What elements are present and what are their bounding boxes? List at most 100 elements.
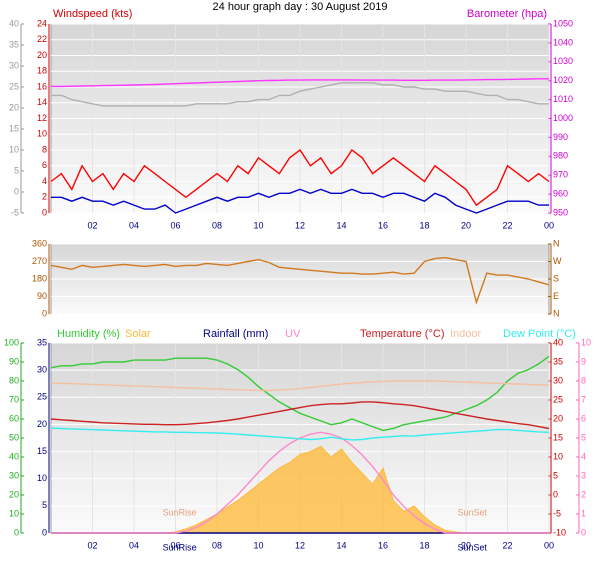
y2-tick-label: 0 [553, 489, 558, 499]
y-tick-label: 4 [42, 176, 47, 186]
y2-tick-label: -10 [553, 527, 566, 537]
y2-tick-label: 990 [553, 132, 568, 142]
y3-tick-label: 5 [14, 165, 19, 175]
y3-tick-label: 60 [9, 413, 19, 423]
y2-tick-label: 1010 [553, 94, 573, 104]
y3-tick-label: 50 [9, 432, 19, 442]
y-tick-label: 15 [37, 446, 47, 456]
y3-tick-label: 70 [9, 394, 19, 404]
y3-tick-label: 40 [9, 451, 19, 461]
y2-tick-label: 15 [553, 432, 563, 442]
y2-tick-label: 5 [553, 470, 558, 480]
y2-tick-label: 950 [553, 207, 568, 217]
legend-entry: Solar [125, 328, 151, 340]
y3-tick-label: 30 [9, 470, 19, 480]
title: 24 hour graph day : 30 August 2019 [213, 1, 388, 13]
y2-tick-label: W [553, 256, 562, 266]
y2-tick-label: 40 [553, 337, 563, 347]
y2-tick-label: N [553, 308, 560, 318]
y-label: Windspeed (kts) [53, 8, 132, 20]
x-tick-label: 06 [170, 220, 180, 230]
y-tick-label: 180 [32, 273, 47, 283]
y2-tick-label: 1000 [553, 113, 573, 123]
series-line [50, 401, 550, 430]
x-tick-label: 10 [253, 220, 263, 230]
x-tick-label: 06 [170, 540, 180, 550]
y3-tick-label: -5 [11, 207, 19, 217]
x-tick-label: 08 [212, 540, 222, 550]
annotation-axis: SunSet [457, 542, 487, 552]
y3-tick-label: 10 [9, 144, 19, 154]
x-tick-label: 22 [502, 540, 512, 550]
y2-tick-label: 1030 [553, 56, 573, 66]
annotation: SunRise [163, 507, 197, 517]
y-tick-label: 16 [37, 81, 47, 91]
y2-tick-label: 1020 [553, 75, 573, 85]
y2-tick-label: 10 [553, 451, 563, 461]
series-line [51, 82, 549, 107]
y2-label: Barometer (hpa) [467, 8, 547, 20]
y2-tick-label: 970 [553, 170, 568, 180]
y-tick-label: 30 [37, 365, 47, 375]
y3-tick-label: 20 [9, 102, 19, 112]
y2-tick-label: N [553, 238, 560, 248]
series-line [50, 427, 550, 441]
y-tick-label: 25 [37, 392, 47, 402]
y3-tick-label: 0 [14, 527, 19, 537]
y-tick-label: 0 [42, 207, 47, 217]
y-tick-label: 0 [42, 527, 47, 537]
legend-entry: Dew Point (°C) [503, 328, 576, 340]
x-tick-label: 02 [87, 220, 97, 230]
x-tick-label: 12 [295, 220, 305, 230]
x-tick-label: 04 [129, 220, 139, 230]
y4-tick-label: 2 [581, 489, 586, 499]
x-tick-label: 16 [378, 540, 388, 550]
y2-tick-label: E [553, 291, 559, 301]
y2-tick-label: 1040 [553, 37, 573, 47]
y4-tick-label: 9 [581, 356, 586, 366]
x-tick-label: 14 [336, 220, 346, 230]
y2-tick-label: 1050 [553, 18, 573, 28]
y-tick-label: 35 [37, 337, 47, 347]
x-tick-label: 18 [419, 540, 429, 550]
y2-tick-label: -5 [553, 508, 561, 518]
y2-tick-label: 960 [553, 188, 568, 198]
y3-tick-label: 40 [9, 18, 19, 28]
series-line [51, 188, 549, 214]
x-tick-label: 12 [295, 540, 305, 550]
y3-tick-label: 10 [9, 508, 19, 518]
y4-tick-label: 10 [581, 337, 591, 347]
y4-tick-label: 7 [581, 394, 586, 404]
y-tick-label: 24 [37, 18, 47, 28]
y3-tick-label: 80 [9, 375, 19, 385]
y3-tick-label: 20 [9, 489, 19, 499]
series-line [50, 256, 550, 305]
y-tick-label: 6 [42, 160, 47, 170]
y-tick-label: 12 [37, 113, 47, 123]
legend-entry: Indoor [450, 328, 482, 340]
x-tick-label: 22 [502, 220, 512, 230]
legend-entry: Humidity (%) [57, 328, 120, 340]
y-tick-label: 18 [37, 66, 47, 76]
annotation: SunSet [457, 507, 487, 517]
y-tick-label: 270 [32, 256, 47, 266]
y4-tick-label: 8 [581, 375, 586, 385]
legend-entry: Temperature (°C) [360, 328, 444, 340]
y3-tick-label: 35 [9, 39, 19, 49]
y-tick-label: 360 [32, 238, 47, 248]
y4-tick-label: 1 [581, 508, 586, 518]
y3-tick-label: 100 [4, 337, 19, 347]
y3-tick-label: 25 [9, 81, 19, 91]
legend-entry: UV [285, 328, 301, 340]
x-tick-label: 00 [544, 540, 554, 550]
y-tick-label: 20 [37, 50, 47, 60]
y-tick-label: 8 [42, 144, 47, 154]
y-tick-label: 0 [42, 308, 47, 318]
y-tick-label: 5 [42, 500, 47, 510]
y2-tick-label: 30 [553, 375, 563, 385]
y3-tick-label: 15 [9, 123, 19, 133]
x-tick-label: 02 [87, 540, 97, 550]
y3-tick-label: 0 [14, 186, 19, 196]
legend-entry: Rainfall (mm) [203, 328, 268, 340]
x-tick-label: 16 [378, 220, 388, 230]
